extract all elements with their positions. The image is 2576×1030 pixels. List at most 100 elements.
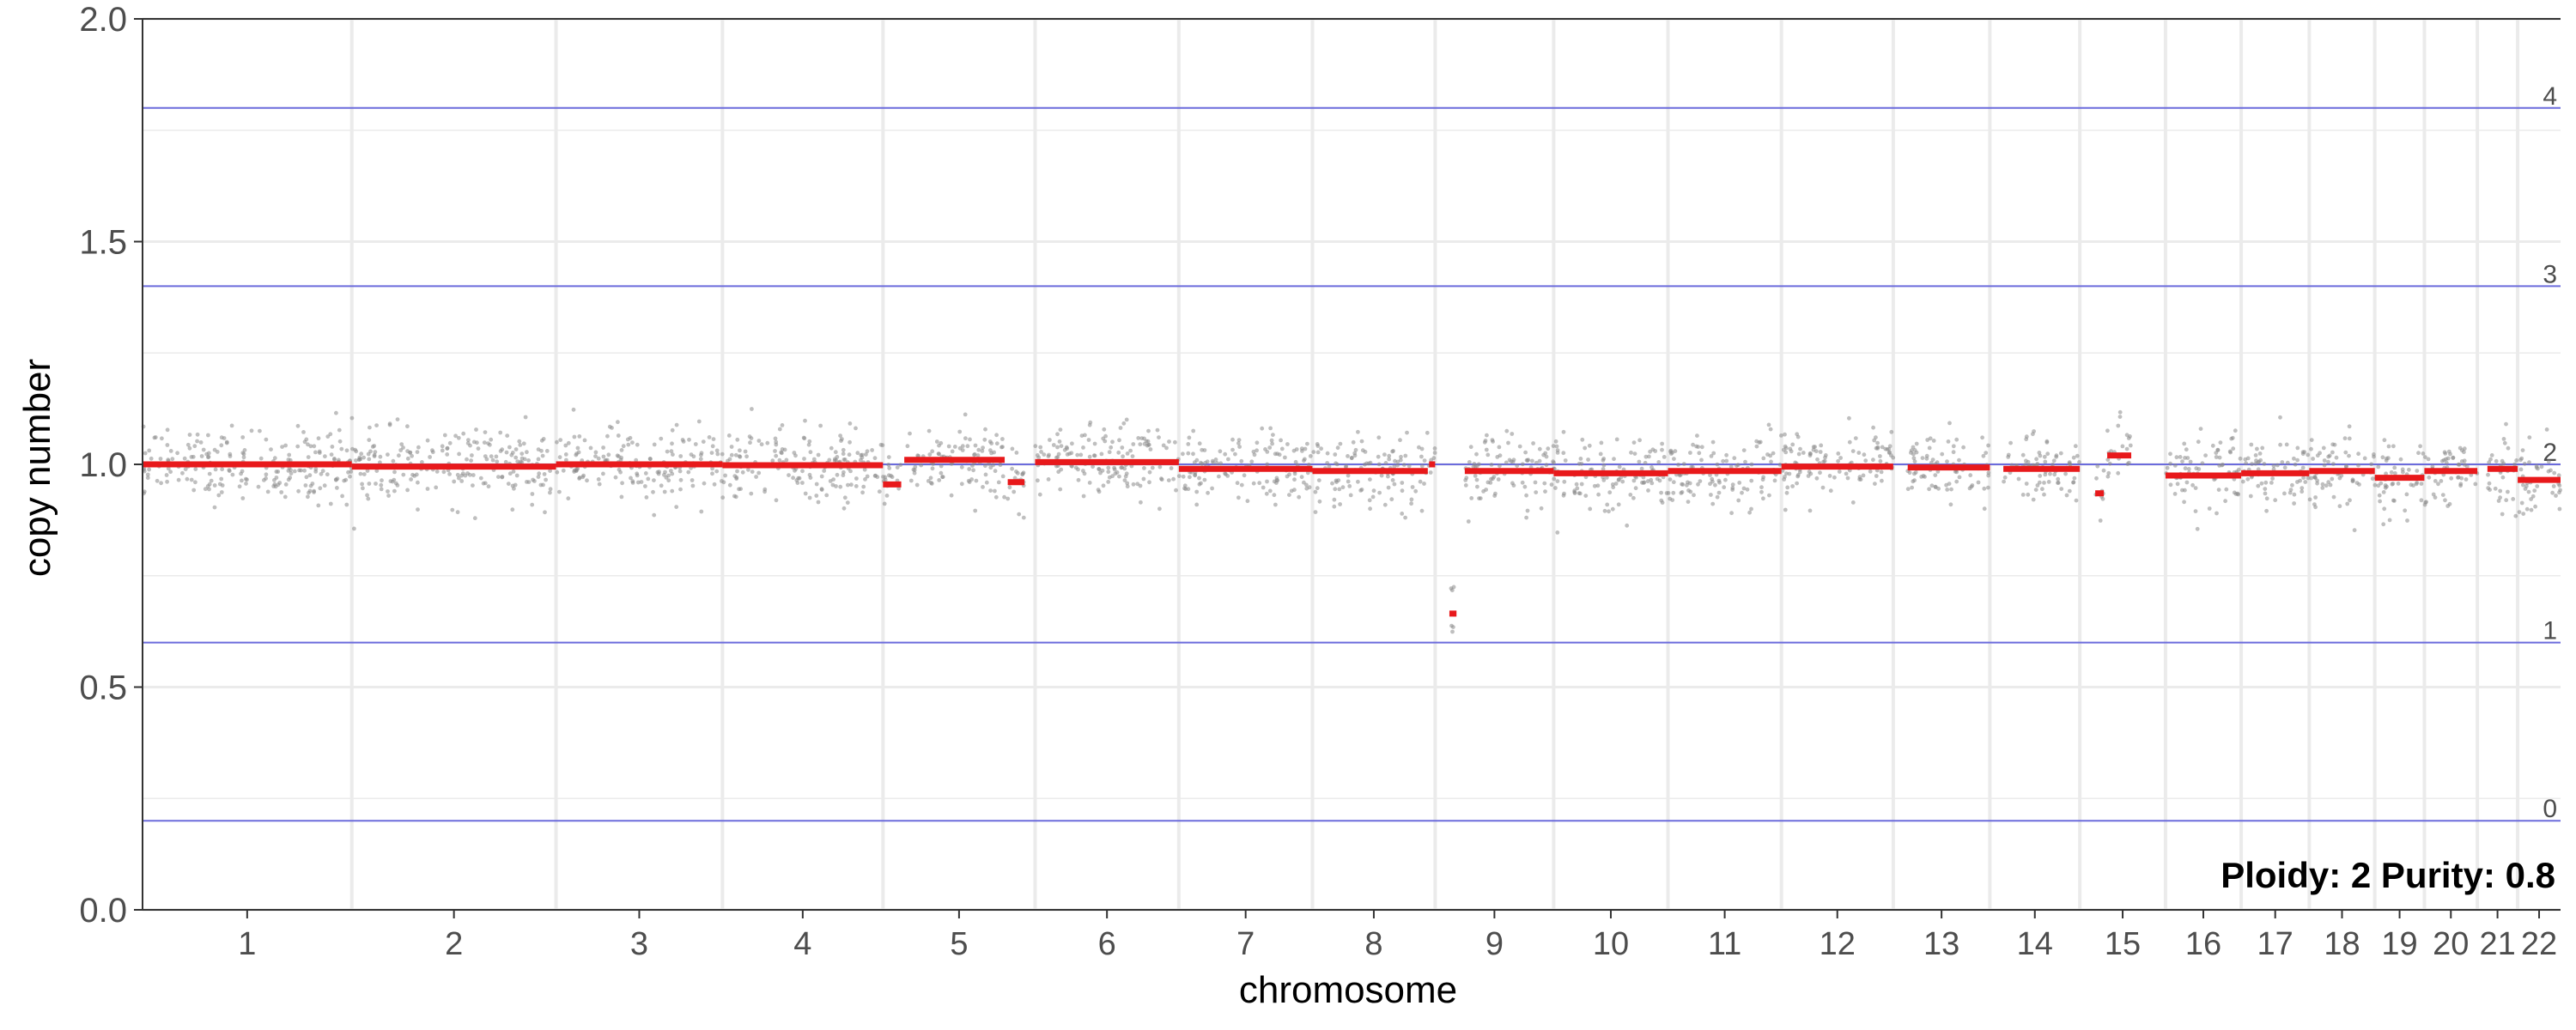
data-point: [537, 471, 542, 476]
data-point: [939, 464, 944, 469]
data-point: [283, 482, 289, 487]
data-point: [1649, 481, 1655, 486]
data-point: [561, 468, 566, 473]
data-point: [1449, 623, 1454, 628]
data-point: [1067, 451, 1072, 456]
data-point: [908, 478, 914, 483]
data-point: [2040, 487, 2044, 492]
data-point: [1409, 501, 1413, 506]
data-point: [1125, 481, 1130, 486]
x-tick-label: 2: [445, 926, 463, 962]
data-point: [1735, 464, 1739, 468]
data-point: [1845, 476, 1850, 481]
data-point: [1711, 451, 1716, 456]
data-point: [690, 483, 696, 488]
data-point: [630, 440, 635, 445]
data-point: [811, 457, 817, 462]
data-point: [2168, 482, 2173, 488]
data-point: [366, 451, 371, 457]
data-point: [2253, 453, 2258, 457]
data-point: [2048, 471, 2052, 476]
data-point: [1815, 457, 1820, 462]
data-point: [1847, 415, 1851, 421]
data-point: [557, 455, 562, 460]
data-point: [1118, 426, 1123, 430]
data-point: [412, 474, 417, 478]
data-point: [1449, 588, 1455, 593]
x-tick-label: 3: [630, 926, 648, 962]
data-point: [770, 458, 775, 464]
data-point: [2264, 496, 2269, 501]
data-point: [1659, 490, 1663, 495]
data-point: [814, 482, 819, 487]
data-point: [264, 437, 269, 442]
data-point: [2008, 440, 2014, 445]
data-point: [748, 440, 752, 445]
data-point: [2527, 435, 2532, 439]
data-point: [1358, 488, 1364, 493]
data-point: [420, 460, 424, 464]
data-point: [511, 470, 516, 474]
data-point: [506, 482, 511, 486]
data-point: [1410, 485, 1415, 489]
data-point: [558, 438, 563, 442]
data-point: [1607, 490, 1613, 495]
data-point: [191, 454, 196, 459]
data-point: [2258, 457, 2263, 463]
data-point: [346, 470, 350, 475]
data-point: [2529, 497, 2534, 501]
y-tick-label: 0.0: [79, 892, 127, 930]
data-point: [240, 435, 246, 439]
data-point: [2464, 477, 2469, 482]
data-point: [1395, 463, 1400, 468]
data-point: [1759, 485, 1764, 490]
x-tick-label: 7: [1236, 926, 1255, 962]
data-point: [1944, 482, 1949, 488]
data-point: [1297, 494, 1302, 500]
data-point: [1382, 452, 1387, 457]
data-point: [1613, 482, 1619, 486]
data-point: [1376, 462, 1382, 467]
data-point: [1213, 457, 1218, 462]
data-point: [2498, 495, 2503, 500]
data-point: [1524, 493, 1528, 498]
data-point: [1305, 441, 1309, 446]
data-point: [242, 448, 247, 452]
data-point: [1980, 435, 1985, 440]
data-point: [1657, 478, 1662, 483]
data-point: [1806, 474, 1811, 478]
data-point: [2254, 458, 2258, 463]
data-point: [1046, 477, 1051, 482]
data-point: [2214, 455, 2219, 459]
data-point: [988, 465, 993, 470]
data-point: [219, 476, 224, 482]
data-point: [1202, 477, 1207, 482]
data-point: [288, 476, 293, 480]
data-point: [325, 472, 330, 477]
scatter-points: [141, 407, 2563, 634]
data-point: [392, 470, 397, 475]
data-point: [2059, 487, 2064, 491]
data-point: [1096, 488, 1101, 492]
data-point: [939, 440, 944, 445]
data-point: [1097, 467, 1102, 471]
data-point: [1289, 488, 1294, 494]
data-point: [890, 475, 895, 480]
data-point: [822, 469, 827, 473]
data-point: [2051, 458, 2057, 464]
data-point: [1393, 458, 1397, 464]
data-point: [488, 442, 492, 447]
data-point: [2243, 457, 2248, 462]
data-point: [729, 452, 734, 457]
data-point: [2456, 476, 2460, 480]
data-point: [1368, 506, 1372, 512]
data-point: [1315, 450, 1321, 455]
data-point: [2489, 453, 2494, 457]
x-tick-label: 19: [2381, 926, 2417, 962]
data-point: [365, 493, 369, 498]
data-point: [1783, 432, 1787, 437]
data-point: [1761, 496, 1765, 501]
data-point: [793, 468, 797, 473]
y-tick-label: 1.0: [79, 446, 127, 484]
data-point: [2290, 482, 2294, 488]
